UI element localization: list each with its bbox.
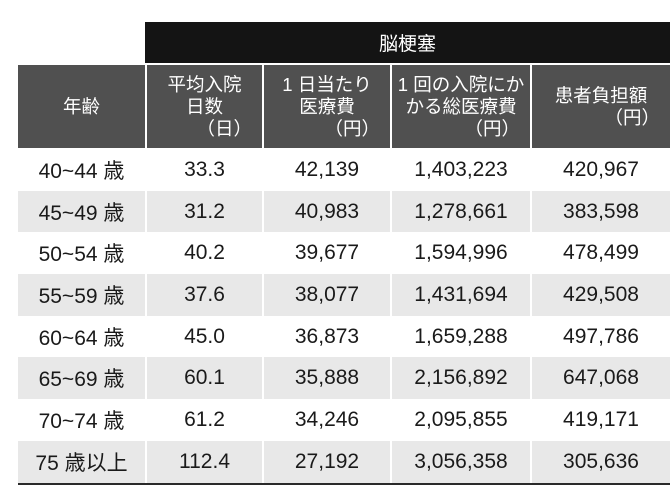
daily-cost-cell: 42,139 bbox=[262, 149, 390, 191]
table-body: 40~44 歳 33.3 42,139 1,403,223 420,967 45… bbox=[18, 149, 670, 485]
table-row: 45~49 歳 31.2 40,983 1,278,661 383,598 bbox=[18, 190, 670, 233]
age-cell: 70~74 歳 bbox=[38, 409, 125, 433]
patient-payment-cell: 419,171 bbox=[530, 399, 670, 441]
avg-stay-days-cell: 40.2 bbox=[145, 232, 262, 275]
patient-payment-cell: 383,598 bbox=[530, 190, 670, 233]
total-cost-per-stay-cell: 2,156,892 bbox=[390, 357, 530, 400]
column-header-unit: （円） bbox=[604, 106, 660, 128]
age-cell: 65~69 歳 bbox=[38, 368, 125, 392]
table-row: 60~64 歳 45.0 36,873 1,659,288 497,786 bbox=[18, 315, 670, 358]
patient-payment-cell: 420,967 bbox=[530, 149, 670, 191]
daily-cost-cell: 27,192 bbox=[262, 440, 390, 483]
column-header-label: 1 日当たり bbox=[282, 73, 372, 95]
daily-cost-cell: 39,677 bbox=[262, 232, 390, 275]
age-cell: 50~54 歳 bbox=[38, 243, 125, 267]
column-header-unit: （日） bbox=[196, 117, 252, 139]
column-header-row: 年齢 平均入院 日数 （日） 1 日当たり 医療費 （円） 1 回の入院にか か… bbox=[18, 65, 670, 148]
column-header-label: かる総医療費 bbox=[405, 95, 517, 117]
age-cell: 75 歳以上 bbox=[35, 451, 128, 475]
column-header-label: 日数 bbox=[185, 95, 223, 117]
group-header-row: 脳梗塞 bbox=[18, 22, 670, 63]
column-header-label: 医療費 bbox=[299, 95, 355, 117]
column-header-patient-payment: 患者負担額 （円） bbox=[530, 65, 670, 148]
daily-cost-cell: 34,246 bbox=[262, 399, 390, 441]
avg-stay-days-cell: 37.6 bbox=[145, 274, 262, 316]
group-header: 脳梗塞 bbox=[145, 22, 670, 63]
table-row: 50~54 歳 40.2 39,677 1,594,996 478,499 bbox=[18, 232, 670, 275]
patient-payment-cell: 478,499 bbox=[530, 232, 670, 275]
column-header-avg-stay-days: 平均入院 日数 （日） bbox=[145, 65, 262, 148]
column-header-label: 1 回の入院にか bbox=[397, 73, 525, 95]
avg-stay-days-cell: 112.4 bbox=[145, 440, 262, 483]
daily-cost-cell: 38,077 bbox=[262, 274, 390, 316]
total-cost-per-stay-cell: 1,278,661 bbox=[390, 190, 530, 233]
avg-stay-days-cell: 60.1 bbox=[145, 357, 262, 400]
daily-cost-cell: 36,873 bbox=[262, 315, 390, 358]
age-cell: 55~59 歳 bbox=[38, 284, 125, 308]
table-row: 70~74 歳 61.2 34,246 2,095,855 419,171 bbox=[18, 399, 670, 441]
daily-cost-cell: 40,983 bbox=[262, 190, 390, 233]
column-header-label: 年齢 bbox=[62, 95, 100, 117]
age-cell: 60~64 歳 bbox=[38, 326, 125, 350]
daily-cost-cell: 35,888 bbox=[262, 357, 390, 400]
column-header-unit: （円） bbox=[324, 117, 380, 139]
avg-stay-days-cell: 33.3 bbox=[145, 149, 262, 191]
total-cost-per-stay-cell: 1,431,694 bbox=[390, 274, 530, 316]
table-row: 75 歳以上 112.4 27,192 3,056,358 305,636 bbox=[18, 440, 670, 483]
corner-blank bbox=[18, 22, 145, 63]
column-header-unit: （円） bbox=[464, 117, 520, 139]
column-header-daily-cost: 1 日当たり 医療費 （円） bbox=[262, 65, 390, 148]
column-header-total-cost-per-stay: 1 回の入院にか かる総医療費 （円） bbox=[390, 65, 530, 148]
total-cost-per-stay-cell: 3,056,358 bbox=[390, 440, 530, 483]
patient-payment-cell: 429,508 bbox=[530, 274, 670, 316]
total-cost-per-stay-cell: 1,594,996 bbox=[390, 232, 530, 275]
avg-stay-days-cell: 31.2 bbox=[145, 190, 262, 233]
table-row: 65~69 歳 60.1 35,888 2,156,892 647,068 bbox=[18, 357, 670, 400]
column-header-age: 年齢 bbox=[18, 65, 145, 148]
total-cost-per-stay-cell: 1,403,223 bbox=[390, 149, 530, 191]
age-cell: 45~49 歳 bbox=[38, 201, 125, 225]
patient-payment-cell: 647,068 bbox=[530, 357, 670, 400]
age-cell: 40~44 歳 bbox=[38, 159, 125, 183]
column-header-label: 平均入院 bbox=[167, 73, 242, 95]
patient-payment-cell: 497,786 bbox=[530, 315, 670, 358]
total-cost-per-stay-cell: 2,095,855 bbox=[390, 399, 530, 441]
table-row: 55~59 歳 37.6 38,077 1,431,694 429,508 bbox=[18, 274, 670, 316]
table-row: 40~44 歳 33.3 42,139 1,403,223 420,967 bbox=[18, 149, 670, 191]
avg-stay-days-cell: 61.2 bbox=[145, 399, 262, 441]
avg-stay-days-cell: 45.0 bbox=[145, 315, 262, 358]
data-table: 脳梗塞 年齢 平均入院 日数 （日） 1 日当たり 医療費 （円） 1 回の入院… bbox=[18, 22, 670, 485]
total-cost-per-stay-cell: 1,659,288 bbox=[390, 315, 530, 358]
column-header-label: 患者負担額 bbox=[554, 84, 648, 106]
patient-payment-cell: 305,636 bbox=[530, 440, 670, 483]
